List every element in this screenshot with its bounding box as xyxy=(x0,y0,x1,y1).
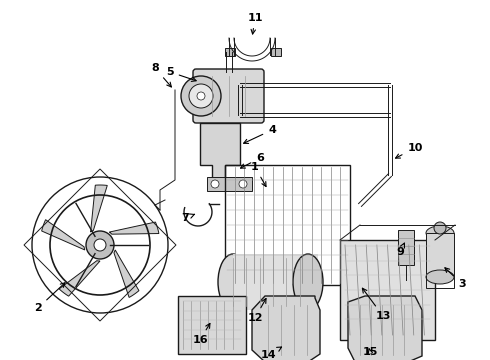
Text: 14: 14 xyxy=(260,347,282,360)
Circle shape xyxy=(211,180,219,188)
Circle shape xyxy=(181,76,221,116)
Bar xyxy=(426,233,454,278)
Bar xyxy=(340,240,435,340)
Ellipse shape xyxy=(293,254,323,310)
Text: 13: 13 xyxy=(363,288,391,321)
Polygon shape xyxy=(91,185,107,232)
Text: 5: 5 xyxy=(166,67,196,81)
Text: 10: 10 xyxy=(395,143,423,158)
Bar xyxy=(398,230,414,265)
Circle shape xyxy=(197,92,205,100)
Text: 9: 9 xyxy=(396,243,404,257)
Text: 6: 6 xyxy=(241,153,264,168)
Text: 8: 8 xyxy=(151,63,171,87)
Ellipse shape xyxy=(426,226,454,240)
Text: 7: 7 xyxy=(181,213,195,223)
Text: 15: 15 xyxy=(362,347,378,357)
Bar xyxy=(178,296,246,354)
Bar xyxy=(207,177,252,191)
Circle shape xyxy=(94,239,106,251)
Bar xyxy=(225,48,235,56)
FancyBboxPatch shape xyxy=(193,69,264,123)
Text: 4: 4 xyxy=(244,125,276,143)
Polygon shape xyxy=(348,296,422,360)
Bar xyxy=(426,233,454,288)
Polygon shape xyxy=(114,250,139,297)
Text: 3: 3 xyxy=(445,268,466,289)
Circle shape xyxy=(434,222,446,234)
Ellipse shape xyxy=(218,254,248,310)
Text: 2: 2 xyxy=(34,283,65,313)
Circle shape xyxy=(86,231,114,259)
Bar xyxy=(225,165,350,285)
Polygon shape xyxy=(252,296,320,360)
Bar xyxy=(271,48,281,56)
Polygon shape xyxy=(59,261,100,296)
Polygon shape xyxy=(42,220,85,250)
Text: 12: 12 xyxy=(247,298,266,323)
Bar xyxy=(233,254,318,310)
Text: 11: 11 xyxy=(247,13,263,34)
Circle shape xyxy=(239,180,247,188)
Text: 16: 16 xyxy=(192,323,210,345)
Circle shape xyxy=(189,84,213,108)
Polygon shape xyxy=(109,222,159,234)
Ellipse shape xyxy=(426,270,454,284)
Polygon shape xyxy=(200,123,240,178)
Text: 1: 1 xyxy=(251,162,266,186)
